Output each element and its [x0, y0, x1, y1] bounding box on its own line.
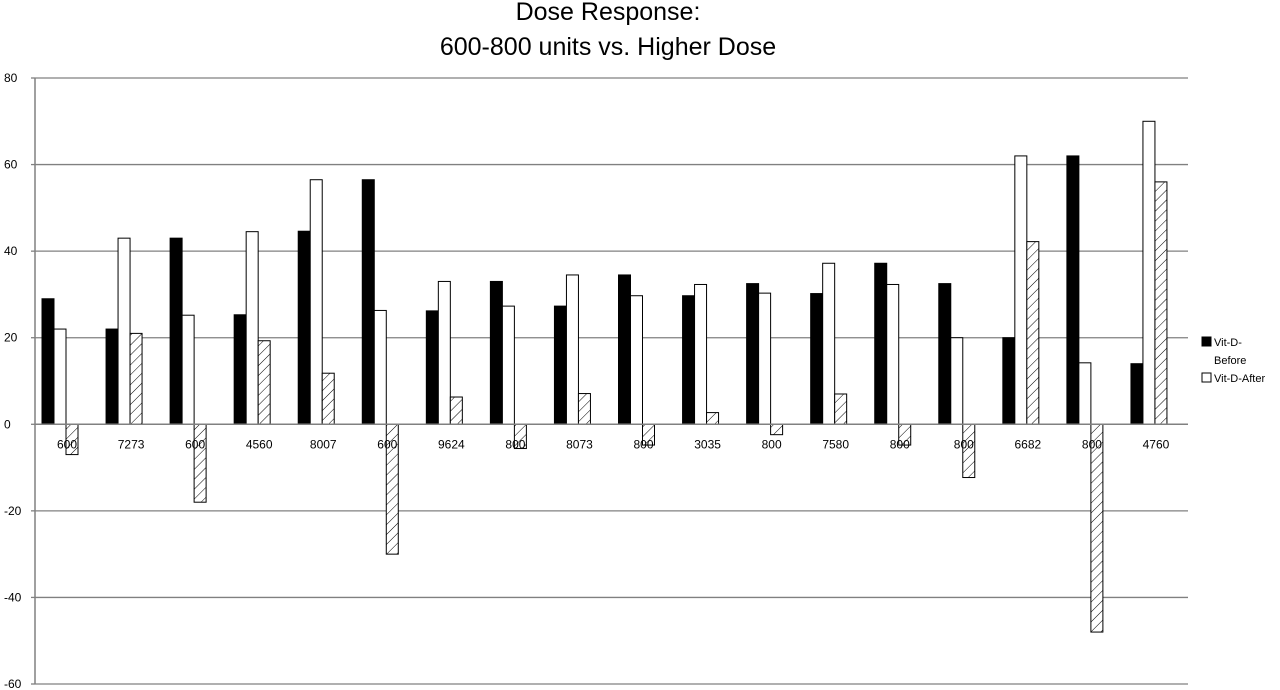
bar-after	[886, 283, 900, 425]
x-category-label: 800	[762, 437, 782, 451]
bar-difference	[577, 393, 591, 425]
y-tick-label: -20	[4, 504, 22, 518]
bar-after	[758, 292, 772, 425]
x-category-label: 7580	[822, 437, 849, 451]
legend-label: Vit-D-After	[1214, 373, 1265, 385]
x-category-label: 800	[505, 437, 525, 451]
x-category-label: 4560	[246, 437, 273, 451]
bar-before	[489, 280, 503, 425]
bar-after	[373, 309, 387, 425]
bar-difference	[1090, 423, 1104, 633]
bar-after	[245, 231, 259, 425]
legend-label: Before	[1214, 355, 1246, 367]
bar-before	[233, 314, 247, 425]
bar-after	[181, 314, 195, 425]
bar-before	[297, 230, 311, 425]
bar-difference	[321, 372, 335, 425]
x-category-label: 600	[57, 437, 77, 451]
x-category-label: 3035	[694, 437, 721, 451]
y-tick-label: 20	[4, 331, 18, 345]
x-category-label: 8073	[566, 437, 593, 451]
bar-after	[437, 280, 451, 425]
bar-before	[361, 179, 375, 425]
legend: Vit-D- Before Vit-D-After	[1201, 336, 1265, 385]
y-axis-ticks: 80 60 40 20 0 -20 -40 -60	[4, 71, 35, 690]
bar-difference	[706, 412, 720, 425]
x-category-label: 600	[377, 437, 397, 451]
bar-before	[874, 262, 888, 425]
chart-title-line-2: 600-800 units vs. Higher Dose	[440, 33, 776, 61]
bar-before	[169, 237, 183, 425]
bar-before	[1130, 363, 1144, 425]
bar-before	[938, 283, 952, 425]
bar-difference	[257, 340, 271, 425]
bar-difference	[834, 393, 848, 425]
bar-difference	[129, 332, 143, 425]
bar-difference	[770, 423, 784, 436]
bar-before	[425, 310, 439, 425]
axes	[34, 78, 1188, 684]
x-category-label: 6682	[1015, 437, 1042, 451]
bar-after	[565, 274, 579, 425]
bar-before	[746, 283, 760, 425]
y-tick-label: 60	[4, 158, 18, 172]
bar-after	[822, 262, 836, 425]
bar-before	[810, 293, 824, 425]
bar-after	[1078, 362, 1092, 425]
bar-before	[682, 295, 696, 425]
y-tick-label: -40	[4, 590, 22, 604]
bar-before	[1066, 155, 1080, 425]
bar-before	[553, 305, 567, 425]
x-category-label: 7273	[118, 437, 145, 451]
x-category-label: 9624	[438, 437, 465, 451]
bar-after	[694, 283, 708, 425]
bar-after	[630, 295, 643, 425]
y-tick-label: 40	[4, 244, 18, 258]
x-category-label: 4760	[1143, 437, 1170, 451]
bar-difference	[1154, 181, 1168, 425]
bar-after	[501, 305, 515, 425]
chart-title-line-1: Dose Response:	[516, 0, 701, 26]
y-tick-label: 0	[4, 417, 11, 431]
x-category-label: 800	[634, 437, 654, 451]
bar-after	[53, 328, 67, 425]
bar-after	[1014, 155, 1028, 425]
bar-before	[41, 298, 55, 425]
legend-swatch-before	[1201, 336, 1212, 347]
x-category-label: 800	[1082, 437, 1102, 451]
bar-before	[618, 274, 631, 425]
bars	[41, 120, 1168, 633]
category-labels: 600 7273 600 4560 8007 600 9624 800 8073 800 3035 8…	[57, 437, 1170, 451]
x-category-label: 800	[954, 437, 974, 451]
x-category-label: 600	[185, 437, 205, 451]
bar-after	[309, 179, 323, 425]
bar-before	[1002, 337, 1016, 425]
x-category-label: 8007	[310, 437, 337, 451]
y-tick-label: -60	[4, 677, 22, 690]
bar-difference	[1026, 241, 1040, 425]
y-tick-label: 80	[4, 71, 18, 85]
legend-label: Vit-D-	[1214, 337, 1242, 349]
bar-difference	[449, 396, 463, 425]
bar-after	[1142, 120, 1156, 425]
bar-after	[117, 237, 131, 425]
bar-before	[105, 328, 119, 425]
bar-after	[950, 337, 964, 425]
legend-swatch-after	[1201, 372, 1212, 383]
gridlines	[35, 77, 1188, 685]
x-category-label: 800	[890, 437, 910, 451]
bar-difference	[193, 423, 207, 503]
